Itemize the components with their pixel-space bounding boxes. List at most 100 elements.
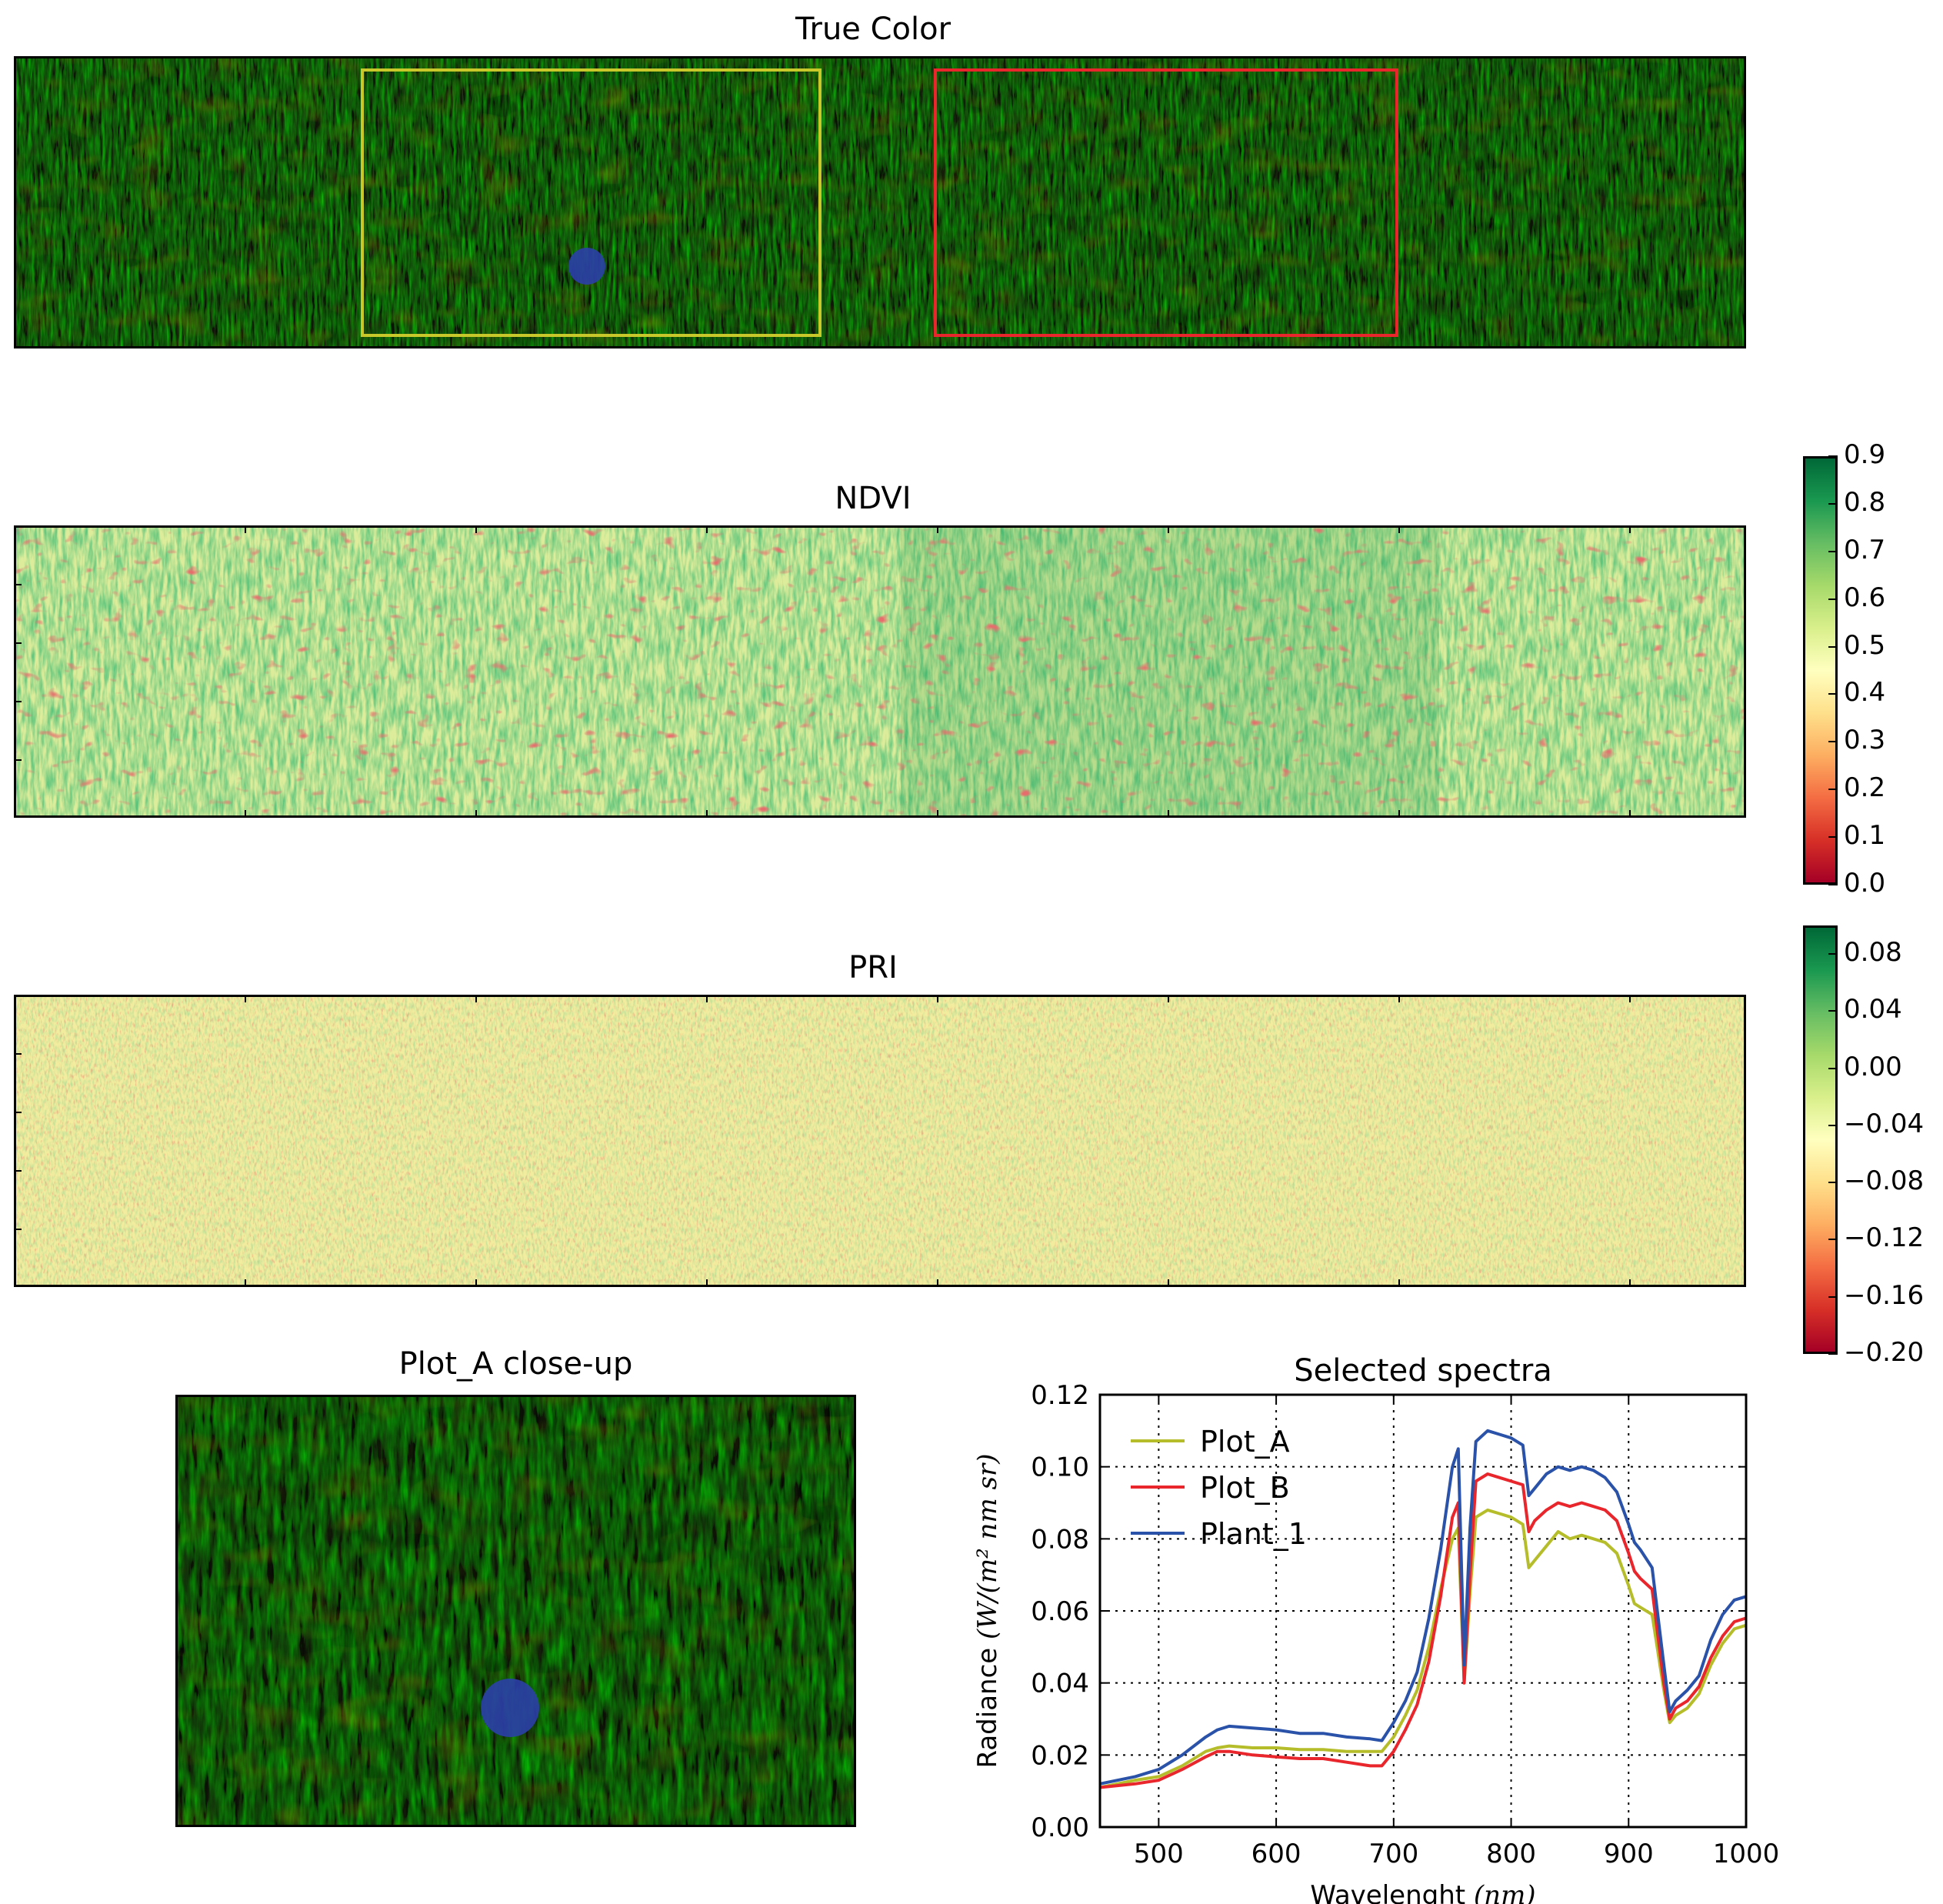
ndvi-title: NDVI	[835, 481, 912, 516]
ndvi-image	[14, 525, 1746, 818]
legend-label: Plant_1	[1200, 1517, 1307, 1551]
true-color-title: True Color	[795, 12, 952, 47]
ndvi-colorbar-tick-label: 0.2	[1844, 772, 1886, 804]
panel-side-tick	[14, 1229, 22, 1230]
ndvi-colorbar-tick	[1828, 455, 1838, 457]
ndvi-colorbar-tick-label: 0.4	[1844, 677, 1886, 709]
true-color-soil	[16, 58, 1744, 346]
panel-edge-tick	[1629, 995, 1631, 1002]
y-tick-label: 0.06	[1031, 1596, 1089, 1627]
pri-colorbar-tick-label: −0.20	[1844, 1337, 1925, 1368]
pri-colorbar-tick	[1828, 1182, 1838, 1184]
legend-label: Plot_B	[1200, 1471, 1290, 1505]
plot-b-box	[934, 68, 1398, 337]
ndvi-colorbar-tick	[1828, 836, 1838, 839]
panel-edge-tick	[937, 995, 938, 1002]
pri-colorbar-tick-label: 0.04	[1844, 994, 1902, 1025]
pri-colorbar-tick	[1828, 1295, 1838, 1298]
panel-edge-tick	[706, 1279, 708, 1287]
panel-edge-tick	[475, 995, 477, 1002]
spectra-frame	[1098, 1393, 1748, 1829]
x-tick-label: 1000	[1713, 1839, 1780, 1869]
panel-edge-tick	[1398, 525, 1400, 533]
panel-edge-tick	[1629, 810, 1631, 818]
panel-edge-tick	[1168, 525, 1169, 533]
pri-title: PRI	[848, 950, 898, 985]
panel-side-tick	[14, 1053, 22, 1055]
panel-edge-tick	[1398, 995, 1400, 1002]
pri-red-texture	[16, 997, 1744, 1285]
ndvi-colorbar-tick	[1828, 789, 1838, 791]
panel-edge-tick	[1629, 1279, 1631, 1287]
panel-edge-tick	[475, 1279, 477, 1287]
panel-edge-tick	[475, 810, 477, 818]
pri-colorbar-tick	[1828, 953, 1838, 955]
panel-edge-tick	[1168, 1279, 1169, 1287]
plant-1-marker	[568, 248, 605, 285]
panel-edge-tick	[1629, 525, 1631, 533]
pri-colorbar-tick	[1828, 1124, 1838, 1126]
panel-edge-tick	[937, 525, 938, 533]
true-color-image	[14, 56, 1746, 348]
ndvi-colorbar-tick	[1828, 598, 1838, 600]
pri-image	[14, 995, 1746, 1287]
ndvi-colorbar	[1803, 456, 1838, 885]
pri-colorbar	[1803, 925, 1838, 1354]
panel-edge-tick	[937, 810, 938, 818]
pri-colorbar-tick-label: −0.04	[1844, 1108, 1925, 1139]
ndvi-colorbar-tick	[1828, 645, 1838, 648]
panel-edge-tick	[245, 1279, 246, 1287]
ndvi-colorbar-tick	[1828, 502, 1838, 505]
series-line-plot-b	[1099, 1472, 1747, 1789]
ndvi-colorbar-tick-label: 0.6	[1844, 582, 1886, 613]
panel-edge-tick	[1168, 810, 1169, 818]
spectra-plot-area	[1100, 1395, 1746, 1827]
ndvi-colorbar-tick	[1828, 884, 1838, 885]
ndvi-colorbar-tick-label: 0.3	[1844, 725, 1886, 756]
y-tick-label: 0.10	[1031, 1452, 1089, 1483]
series-line-plant-1	[1099, 1429, 1747, 1786]
pri-colorbar-tick	[1828, 1067, 1838, 1069]
panel-edge-tick	[245, 810, 246, 818]
ndvi-red-speckle	[16, 528, 1744, 815]
spectra-title: Selected spectra	[1294, 1353, 1552, 1389]
pri-colorbar-tick-label: −0.16	[1844, 1279, 1925, 1311]
ndvi-colorbar-tick-label: 0.0	[1844, 868, 1886, 899]
panel-edge-tick	[245, 525, 246, 533]
ndvi-colorbar-tick-label: 0.7	[1844, 534, 1886, 565]
ndvi-colorbar-tick-label: 0.9	[1844, 439, 1886, 470]
panel-side-tick	[14, 642, 22, 644]
panel-edge-tick	[937, 1279, 938, 1287]
x-tick-label: 700	[1368, 1839, 1418, 1869]
legend-label: Plot_A	[1200, 1425, 1290, 1459]
plot-a-box	[361, 68, 822, 337]
pri-colorbar-tick	[1828, 1353, 1838, 1355]
x-tick-label: 500	[1134, 1839, 1184, 1869]
x-tick-label: 800	[1486, 1839, 1536, 1869]
y-tick-label: 0.02	[1031, 1740, 1089, 1771]
x-axis-label: Wavelenght (nm)	[1310, 1880, 1535, 1904]
panel-edge-tick	[475, 525, 477, 533]
ndvi-colorbar-tick-label: 0.8	[1844, 486, 1886, 518]
y-tick-label: 0.00	[1031, 1812, 1089, 1843]
closeup-plant-1-marker	[481, 1679, 539, 1737]
closeup-title: Plot_A close-up	[398, 1346, 633, 1382]
panel-edge-tick	[1398, 1279, 1400, 1287]
y-tick-label: 0.04	[1031, 1669, 1089, 1699]
pri-colorbar-tick-label: 0.00	[1844, 1051, 1902, 1082]
panel-side-tick	[14, 1170, 22, 1172]
y-tick-label: 0.08	[1031, 1524, 1089, 1555]
panel-edge-tick	[706, 525, 708, 533]
ndvi-colorbar-tick	[1828, 550, 1838, 552]
pri-colorbar-tick-label: −0.08	[1844, 1165, 1925, 1197]
ndvi-colorbar-tick-label: 0.5	[1844, 629, 1886, 661]
panel-edge-tick	[1168, 995, 1169, 1002]
x-tick-label: 600	[1251, 1839, 1301, 1869]
closeup-image	[175, 1395, 856, 1827]
y-tick-label: 0.12	[1031, 1380, 1089, 1411]
panel-edge-tick	[706, 810, 708, 818]
panel-side-tick	[14, 701, 22, 702]
x-tick-label: 900	[1604, 1839, 1654, 1869]
series-line-plot-a	[1099, 1508, 1747, 1789]
pri-colorbar-tick	[1828, 1239, 1838, 1241]
